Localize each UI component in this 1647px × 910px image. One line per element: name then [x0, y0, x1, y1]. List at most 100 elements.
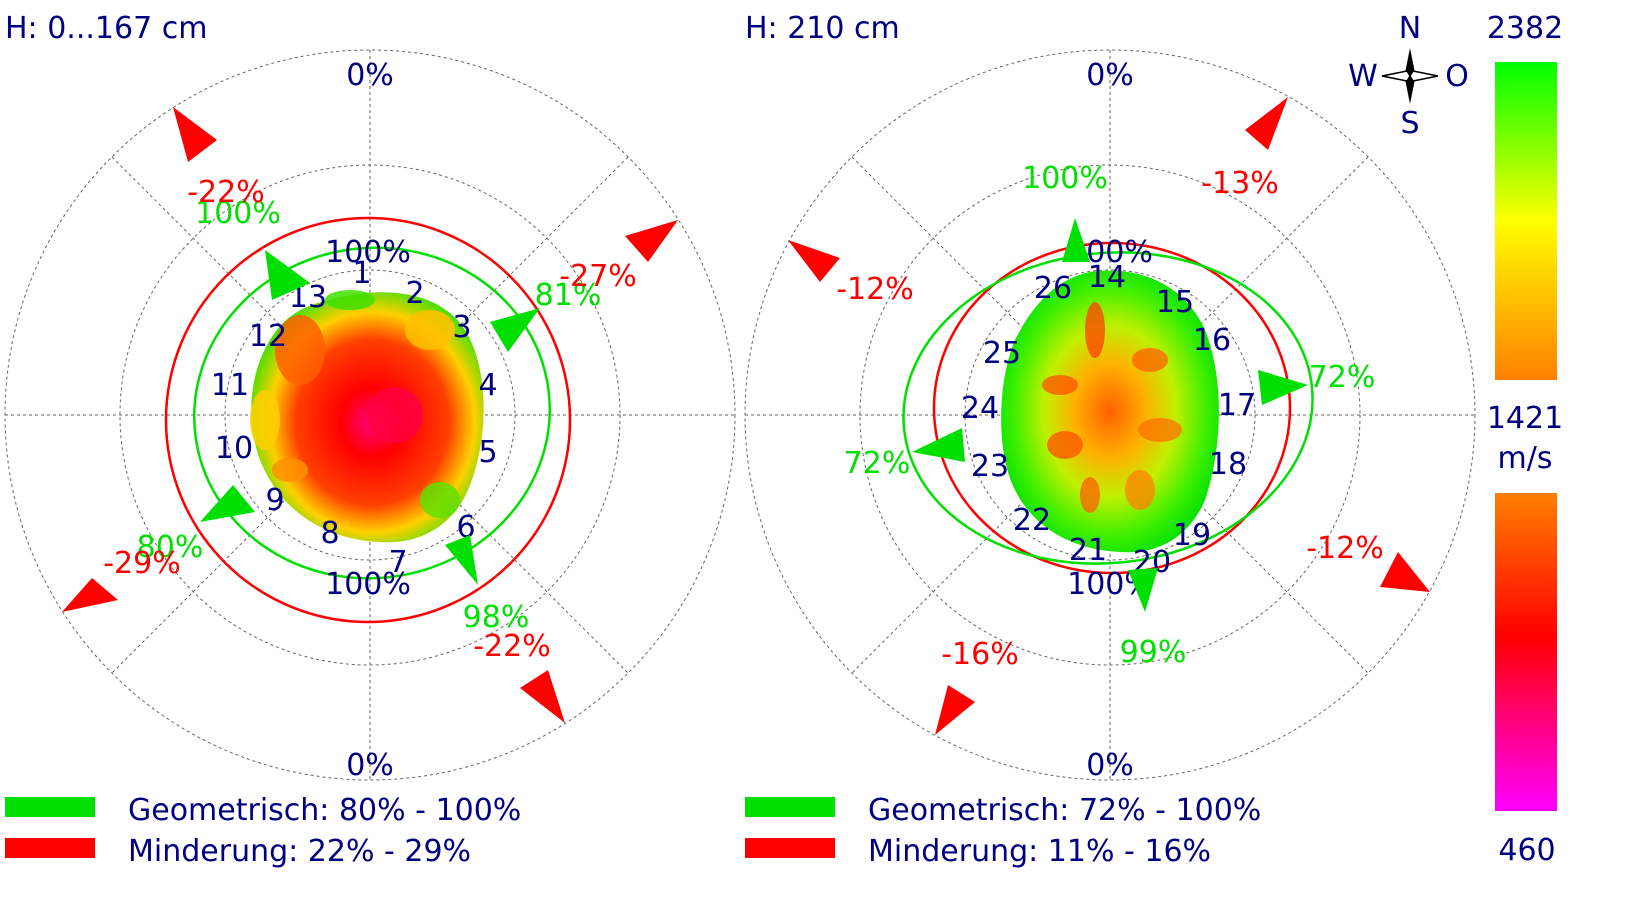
reduction-arrows-right — [788, 97, 1430, 735]
ring-label-top-right: 0% — [1086, 58, 1134, 93]
ring-label-top-left: 0% — [346, 58, 394, 93]
reduction-label: -12% — [1306, 531, 1384, 566]
sensor-number: 19 — [1173, 518, 1211, 553]
legend-swatch-reduction — [745, 838, 835, 858]
legend-left: Geometrisch: 80% - 100% Minderung: 22% -… — [5, 793, 521, 869]
sensor-number: 22 — [1013, 503, 1051, 538]
sensor-number: 12 — [249, 319, 287, 354]
reduction-label: -27% — [559, 259, 637, 294]
geometric-arrow-ne — [490, 308, 540, 352]
compass-west-label: W — [1348, 59, 1378, 94]
colorbar-mid-label: 1421 — [1487, 401, 1563, 436]
chart-right-title: H: 210 cm — [745, 11, 900, 46]
sensor-number: 14 — [1088, 260, 1126, 295]
reduction-arrow-nw — [788, 240, 840, 282]
reduction-arrow-ne — [1245, 97, 1288, 150]
reduction-arrows-left — [62, 107, 678, 723]
polar-grid-left — [4, 49, 736, 781]
geometric-label: 98% — [463, 600, 530, 635]
sensor-numbers-right: 14 15 16 17 18 19 20 21 22 23 24 25 26 — [961, 260, 1256, 580]
sensor-numbers-left: 1 2 3 4 5 6 7 8 9 10 11 12 13 — [211, 256, 498, 580]
geometric-arrow-se — [445, 535, 478, 585]
legend-swatch-geometric — [745, 797, 835, 817]
geometric-arrows-right — [912, 218, 1308, 612]
reduction-arrow-sw — [935, 685, 975, 735]
geometric-arrow-e — [1258, 370, 1308, 405]
geometric-label: 72% — [1309, 360, 1376, 395]
compass-rose-icon — [1381, 48, 1439, 104]
reduction-arrow-se — [520, 670, 565, 723]
sensor-number: 24 — [961, 391, 999, 426]
colorbar: 2382 1421 m/s 460 — [1487, 11, 1563, 868]
geometric-ring-right — [902, 251, 1314, 565]
reduction-label: -16% — [941, 637, 1019, 672]
reduction-arrow-se — [1380, 552, 1430, 592]
ring-label-bottom-right: 0% — [1086, 748, 1134, 783]
colorbar-lower-gradient — [1495, 493, 1557, 811]
compass: N S W O — [1348, 11, 1469, 141]
sensor-number: 6 — [456, 510, 475, 545]
heatmap-texture-left — [250, 290, 460, 518]
geometric-label: 72% — [844, 446, 911, 481]
sensor-number: 23 — [971, 449, 1009, 484]
velocity-heatmap-right — [1001, 270, 1219, 553]
sensor-number: 15 — [1156, 285, 1194, 320]
sensor-number: 21 — [1069, 533, 1107, 568]
geometric-arrow-w — [912, 428, 965, 462]
sensor-number: 25 — [983, 336, 1021, 371]
legend-swatch-geometric — [5, 797, 95, 817]
legend-right: Geometrisch: 72% - 100% Minderung: 11% -… — [745, 793, 1261, 869]
geometric-arrow-sw — [200, 485, 255, 522]
reduction-ring-left — [164, 216, 572, 624]
colorbar-min-label: 460 — [1498, 833, 1555, 868]
reduction-label: -12% — [836, 272, 914, 307]
geometric-ring-left — [192, 246, 552, 580]
geometric-label: 100% — [195, 196, 281, 231]
ring-label-bottom-left: 0% — [346, 748, 394, 783]
sensor-number: 8 — [320, 516, 339, 551]
legend-swatch-reduction — [5, 838, 95, 858]
reduction-label: -29% — [103, 546, 181, 581]
compass-east-label: O — [1445, 59, 1469, 94]
ring-label-inner-bottom-left: 100% — [325, 567, 411, 602]
chart-left-title: H: 0...167 cm — [5, 11, 207, 46]
sensor-number: 9 — [265, 483, 284, 518]
reduction-label: -22% — [187, 175, 265, 210]
compass-north-label: N — [1399, 11, 1421, 46]
colorbar-upper-gradient — [1495, 62, 1557, 380]
geometric-label: 99% — [1120, 635, 1187, 670]
legend-reduction-text: Minderung: 22% - 29% — [128, 834, 471, 869]
reduction-arrow-ne — [625, 220, 678, 262]
compass-south-label: S — [1400, 106, 1419, 141]
sensor-number: 1 — [352, 256, 371, 291]
geometric-arrow-s — [1128, 568, 1158, 612]
colorbar-unit-label: m/s — [1498, 441, 1553, 476]
arrow-labels-left: 100% 81% 98% 80% -22% -27% -22% -29% — [103, 175, 637, 664]
geometric-label: 81% — [535, 278, 602, 313]
polar-grid-right — [744, 49, 1476, 781]
reduction-label: -13% — [1201, 166, 1279, 201]
reduction-ring-right — [932, 241, 1292, 575]
sensor-number: 5 — [478, 435, 497, 470]
geometric-label: 100% — [1022, 161, 1108, 196]
arrow-labels-right: 100% 72% 99% 72% -13% -12% -16% -12% — [836, 161, 1384, 672]
sensor-number: 4 — [478, 368, 497, 403]
legend-geometric-text: Geometrisch: 80% - 100% — [128, 793, 521, 828]
sensor-number: 11 — [211, 368, 249, 403]
sensor-number: 10 — [215, 431, 253, 466]
reduction-arrow-sw — [62, 578, 118, 612]
sensor-number: 18 — [1209, 447, 1247, 482]
geometric-label: 80% — [137, 530, 204, 565]
legend-reduction-text: Minderung: 11% - 16% — [868, 834, 1211, 869]
reduction-arrow-nw — [173, 107, 217, 162]
sensor-number: 26 — [1034, 271, 1072, 306]
geometric-arrow-nw — [265, 250, 310, 300]
reduction-label: -22% — [473, 629, 551, 664]
ring-label-inner-top-left: 100% — [325, 235, 411, 270]
geometric-arrow-n — [1062, 218, 1090, 262]
sensor-number: 3 — [452, 310, 471, 345]
heatmap-texture-right — [1042, 302, 1182, 513]
legend-geometric-text: Geometrisch: 72% - 100% — [868, 793, 1261, 828]
sensor-number: 2 — [405, 276, 424, 311]
